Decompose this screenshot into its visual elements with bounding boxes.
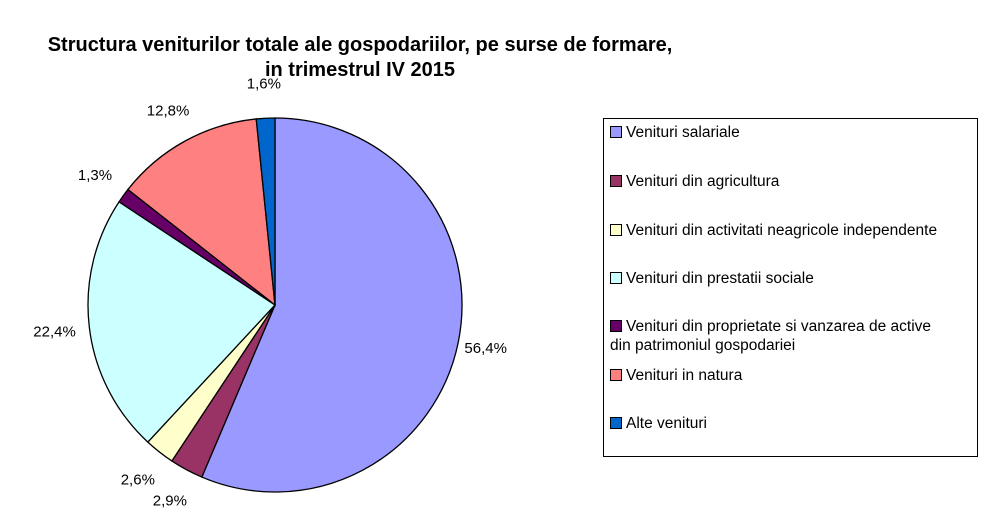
- legend-label: Venituri din proprietate si vanzarea de …: [626, 318, 932, 335]
- legend-label: Alte venituri: [626, 415, 707, 432]
- data-label-5: 12,8%: [147, 102, 190, 119]
- legend-item-neagricole: Venituri din activitati neagricole indep…: [610, 221, 937, 240]
- legend-item-agricultura: Venituri din agricultura: [610, 172, 779, 191]
- pie-slice-6: [255, 117, 276, 306]
- legend-swatch: [610, 126, 622, 138]
- legend-swatch: [610, 224, 622, 236]
- legend-swatch: [610, 320, 622, 332]
- pie-slice-5: [127, 118, 276, 307]
- data-label-4: 1,3%: [78, 167, 112, 184]
- legend-swatch: [610, 175, 622, 187]
- legend-label: Venituri in natura: [626, 367, 743, 384]
- legend-label: Venituri din prestatii sociale: [626, 270, 814, 287]
- legend: Venituri salariale Venituri din agricult…: [603, 118, 978, 457]
- legend-item-alte: Alte venituri: [610, 414, 707, 433]
- legend-label: Venituri din agricultura: [626, 173, 780, 190]
- legend-item-natura: Venituri in natura: [610, 366, 742, 385]
- title-line-1: Structura veniturilor totale ale gospoda…: [47, 34, 673, 56]
- chart-title: Structura veniturilor totale ale gospoda…: [0, 33, 720, 83]
- legend-label-line-2: din patrimoniul gospodariei: [610, 337, 796, 354]
- legend-item-prestatii: Venituri din prestatii sociale: [610, 269, 814, 288]
- title-line-2: in trimestrul IV 2015: [264, 59, 456, 81]
- legend-label: Venituri salariale: [626, 124, 740, 141]
- pie-chart: 56,4% 2,9% 2,6% 22,4% 1,3% 12,8% 1,6%: [33, 75, 507, 510]
- legend-swatch: [610, 272, 622, 284]
- data-label-2: 2,6%: [121, 472, 155, 489]
- legend-swatch: [610, 417, 622, 429]
- data-label-1: 2,9%: [153, 493, 187, 510]
- legend-item-salariale: Venituri salariale: [610, 123, 740, 142]
- legend-label: Venituri din activitati neagricole indep…: [626, 222, 938, 239]
- legend-swatch: [610, 369, 622, 381]
- pie-slice-0: [200, 117, 463, 493]
- data-label-0: 56,4%: [464, 340, 507, 357]
- data-label-6: 1,6%: [247, 75, 281, 92]
- legend-item-proprietate: Venituri din proprietate si vanzarea de …: [610, 317, 931, 355]
- data-label-3: 22,4%: [33, 323, 76, 340]
- pie-slice-3: [87, 200, 276, 444]
